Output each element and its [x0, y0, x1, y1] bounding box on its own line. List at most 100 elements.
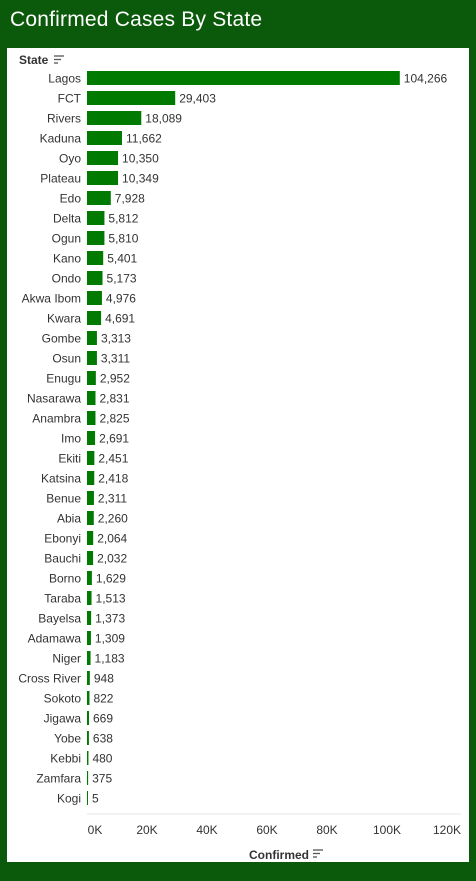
- value-label: 10,350: [122, 152, 159, 166]
- value-label: 5,812: [108, 212, 138, 226]
- x-tick-label: 120K: [433, 823, 461, 837]
- category-label: Enugu: [46, 372, 81, 386]
- bar[interactable]: [87, 671, 90, 685]
- value-label: 2,691: [99, 432, 129, 446]
- value-label: 948: [94, 672, 114, 686]
- bar[interactable]: [87, 571, 92, 585]
- category-label: Ogun: [52, 232, 81, 246]
- value-label: 3,313: [101, 332, 131, 346]
- category-label: Niger: [52, 652, 81, 666]
- footer-strip: [0, 862, 476, 881]
- bar[interactable]: [87, 151, 119, 165]
- category-label: Ebonyi: [44, 532, 81, 546]
- value-label: 10,349: [122, 172, 159, 186]
- category-label: Delta: [53, 212, 81, 226]
- bar[interactable]: [87, 791, 88, 805]
- bar[interactable]: [87, 551, 94, 565]
- state-sort-icon[interactable]: [54, 55, 64, 64]
- value-label: 1,309: [95, 632, 125, 646]
- category-label: Bayelsa: [38, 612, 81, 626]
- x-tick-label: 20K: [136, 823, 157, 837]
- value-label: 5,810: [108, 232, 138, 246]
- category-label: Bauchi: [44, 552, 81, 566]
- bar[interactable]: [87, 591, 92, 605]
- bar[interactable]: [87, 451, 95, 465]
- value-label: 29,403: [179, 92, 216, 106]
- bar[interactable]: [87, 511, 94, 525]
- x-tick-label: 40K: [196, 823, 217, 837]
- bar[interactable]: [87, 231, 105, 245]
- category-label: Borno: [49, 572, 81, 586]
- x-axis-title: Confirmed: [249, 848, 309, 862]
- category-label: Cross River: [18, 672, 81, 686]
- bar[interactable]: [87, 71, 400, 85]
- value-label: 2,831: [99, 392, 129, 406]
- bar[interactable]: [87, 211, 105, 225]
- category-label: Ondo: [52, 272, 82, 286]
- bar[interactable]: [87, 331, 97, 345]
- bar[interactable]: [87, 291, 102, 305]
- bar[interactable]: [87, 651, 91, 665]
- bar[interactable]: [87, 91, 176, 105]
- value-label: 2,451: [98, 452, 128, 466]
- category-label: Sokoto: [44, 692, 82, 706]
- bar[interactable]: [87, 751, 89, 765]
- category-label: Jigawa: [44, 712, 82, 726]
- bar[interactable]: [87, 271, 103, 285]
- category-label: Benue: [46, 492, 81, 506]
- bar[interactable]: [87, 771, 89, 785]
- category-label: Kebbi: [50, 752, 81, 766]
- value-label: 638: [93, 732, 113, 746]
- value-label: 18,089: [145, 112, 182, 126]
- bar[interactable]: [87, 131, 122, 145]
- value-label: 4,691: [105, 312, 135, 326]
- bar[interactable]: [87, 351, 97, 365]
- value-label: 2,825: [99, 412, 129, 426]
- category-label: Lagos: [48, 72, 81, 86]
- bar[interactable]: [87, 691, 90, 705]
- bar[interactable]: [87, 611, 92, 625]
- dashboard-header: Confirmed Cases By State: [0, 0, 476, 46]
- bar[interactable]: [87, 171, 119, 185]
- bar[interactable]: [87, 471, 95, 485]
- bar[interactable]: [87, 491, 94, 505]
- category-label: Kano: [53, 252, 81, 266]
- confirmed-sort-icon[interactable]: [313, 849, 323, 858]
- bar[interactable]: [87, 111, 142, 125]
- value-label: 2,064: [97, 532, 127, 546]
- value-label: 1,513: [96, 592, 126, 606]
- bar[interactable]: [87, 631, 91, 645]
- category-label: Kaduna: [40, 132, 82, 146]
- bar[interactable]: [87, 531, 94, 545]
- category-label: Taraba: [44, 592, 81, 606]
- value-label: 1,629: [96, 572, 126, 586]
- bar[interactable]: [87, 191, 111, 205]
- bar[interactable]: [87, 411, 96, 425]
- value-label: 1,373: [95, 612, 125, 626]
- bar[interactable]: [87, 371, 96, 385]
- x-tick-label: 100K: [373, 823, 401, 837]
- category-label: Plateau: [40, 172, 81, 186]
- category-label: Rivers: [47, 112, 81, 126]
- value-label: 2,260: [98, 512, 128, 526]
- value-label: 669: [93, 712, 113, 726]
- row-header-state: State: [19, 53, 49, 67]
- value-label: 5,401: [107, 252, 137, 266]
- bar[interactable]: [87, 431, 96, 445]
- bar[interactable]: [87, 711, 90, 725]
- category-label: Anambra: [32, 412, 81, 426]
- category-label: Gombe: [42, 332, 82, 346]
- category-label: Akwa Ibom: [22, 292, 81, 306]
- bar[interactable]: [87, 311, 102, 325]
- value-label: 375: [92, 772, 112, 786]
- category-label: Zamfara: [36, 772, 81, 786]
- page-title: Confirmed Cases By State: [10, 8, 263, 31]
- bar[interactable]: [87, 731, 89, 745]
- value-label: 5,173: [107, 272, 137, 286]
- value-label: 3,311: [101, 352, 130, 366]
- value-label: 2,418: [98, 472, 128, 486]
- x-tick-label: 0K: [88, 823, 103, 837]
- bar[interactable]: [87, 391, 96, 405]
- bar[interactable]: [87, 251, 104, 265]
- value-label: 480: [92, 752, 112, 766]
